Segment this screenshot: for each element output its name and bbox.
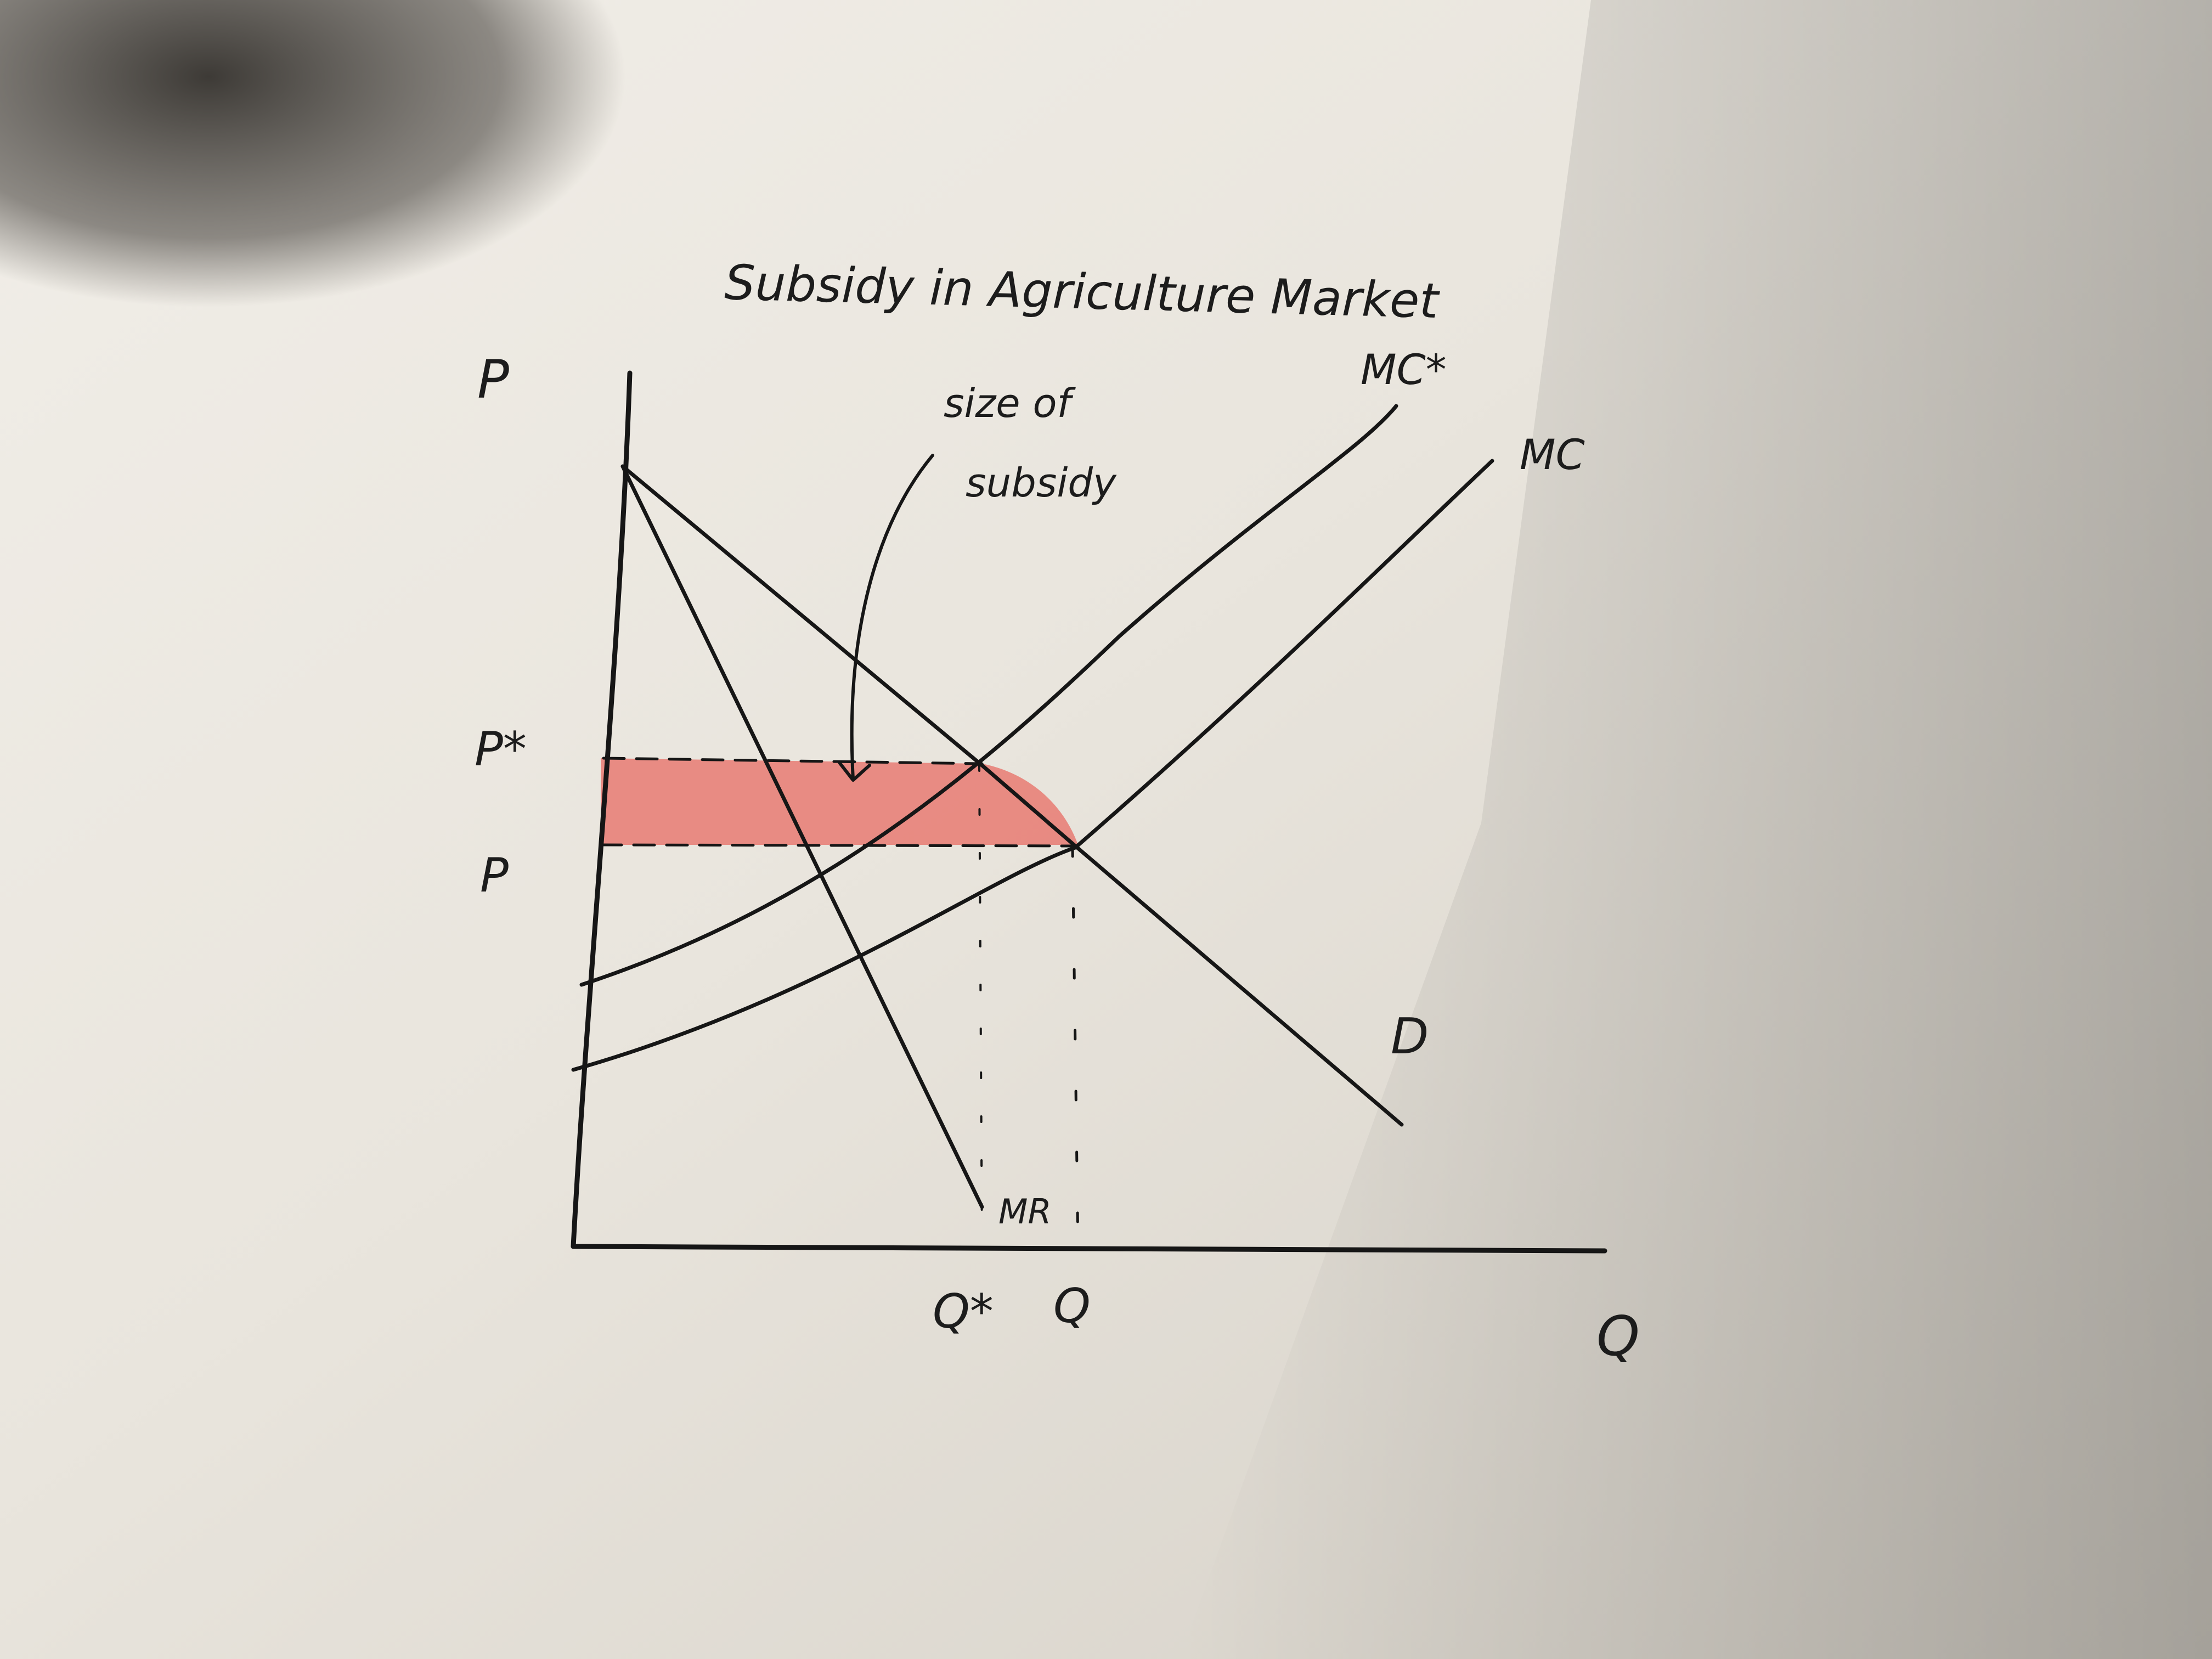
subsidy-pointer-arrow xyxy=(850,454,934,781)
x-axis-label: Q xyxy=(1596,1304,1640,1368)
mc-label: MC xyxy=(1520,430,1585,479)
y-axis-label: P xyxy=(477,349,509,410)
annotation-line1: size of xyxy=(944,380,1076,426)
mc-star-label: MC* xyxy=(1361,345,1447,394)
p-dashed-guide xyxy=(599,843,1077,848)
quantity-axis xyxy=(571,1244,1607,1254)
q-label: Q xyxy=(1053,1279,1091,1334)
annotation-line2: subsidy xyxy=(966,460,1117,506)
mc-curve xyxy=(571,459,1494,1072)
demand-label: D xyxy=(1391,1008,1429,1065)
p-star-label: P* xyxy=(475,722,527,777)
p-label: P xyxy=(480,848,509,903)
price-axis xyxy=(571,370,633,1249)
p-star-dashed-guide xyxy=(602,757,984,765)
q-dotted-guide xyxy=(1071,846,1080,1250)
demand-curve xyxy=(620,464,1404,1127)
q-star-label: Q* xyxy=(933,1284,994,1339)
subsidy-highlight-band xyxy=(601,758,1078,845)
mr-label: MR xyxy=(998,1192,1052,1232)
subsidy-arrow-head xyxy=(838,761,871,782)
photo-shadow-top-left xyxy=(0,0,625,307)
mc-star-curve xyxy=(579,404,1398,987)
marginal-revenue-curve xyxy=(620,464,984,1209)
photo-shadow-right xyxy=(1180,0,2212,1659)
